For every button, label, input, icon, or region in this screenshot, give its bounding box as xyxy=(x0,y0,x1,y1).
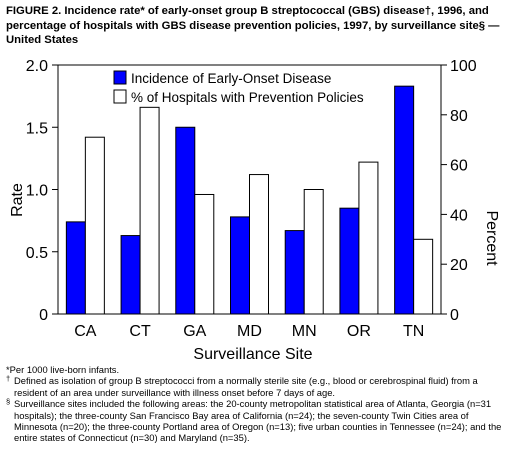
figure-title: FIGURE 2. Incidence rate* of early-onset… xyxy=(6,4,504,48)
y2-tick-label: 80 xyxy=(450,108,468,125)
x-tick-label: TN xyxy=(403,323,424,340)
y-axis-ticks: 0 0.5 1.0 1.5 2.0 xyxy=(26,58,58,324)
y-tick-label: 2.0 xyxy=(26,58,48,75)
bar-incidence-tn xyxy=(395,86,414,314)
legend: Incidence of Early-Onset Disease % of Hos… xyxy=(114,71,364,105)
y-axis-label: Rate xyxy=(9,183,26,217)
bars xyxy=(66,86,432,314)
y-tick-label: 0.5 xyxy=(26,245,48,262)
y2-tick-label: 60 xyxy=(450,158,468,175)
y-tick-label: 0 xyxy=(39,307,48,324)
bar-prevention-tn xyxy=(414,239,433,314)
x-tick-label: CA xyxy=(74,323,97,340)
footnote-gbs-definition: † Defined as isolation of group B strept… xyxy=(6,375,506,398)
footnote-text: *Per 1000 live-born infants. xyxy=(6,364,119,375)
y2-tick-label: 20 xyxy=(450,257,468,274)
y2-tick-label: 0 xyxy=(450,307,459,324)
x-tick-label: MN xyxy=(292,323,317,340)
y-tick-label: 1.5 xyxy=(26,120,48,137)
bar-prevention-ga xyxy=(195,194,214,314)
bar-incidence-or xyxy=(340,208,359,314)
bar-incidence-md xyxy=(231,217,250,314)
y2-axis-label: Percent xyxy=(483,210,500,266)
bar-prevention-ca xyxy=(85,137,104,314)
legend-swatch xyxy=(114,71,126,84)
x-tick-label: GA xyxy=(183,323,206,340)
x-tick-label: MD xyxy=(237,323,262,340)
x-tick-label: OR xyxy=(347,323,371,340)
bar-incidence-ct xyxy=(121,236,140,314)
x-tick-label: CT xyxy=(129,323,151,340)
footnote-text: Defined as isolation of group B streptoc… xyxy=(14,375,478,397)
footnotes: *Per 1000 live-born infants. † Defined a… xyxy=(6,364,506,444)
legend-label: Incidence of Early-Onset Disease xyxy=(131,71,331,86)
legend-label: % of Hospitals with Prevention Policies xyxy=(131,90,364,105)
y2-axis-ticks: 0 20 40 60 80 100 xyxy=(441,58,477,324)
footnote-per-1000: *Per 1000 live-born infants. xyxy=(6,364,506,375)
bar-incidence-ga xyxy=(176,127,195,314)
bar-incidence-ca xyxy=(66,222,85,314)
x-axis-label: Surveillance Site xyxy=(193,346,312,363)
y2-tick-label: 40 xyxy=(450,207,468,224)
footnote-mark: † xyxy=(6,373,10,384)
bar-prevention-or xyxy=(359,162,378,314)
footnote-mark: § xyxy=(6,396,10,407)
y2-tick-label: 100 xyxy=(450,58,477,75)
bar-prevention-md xyxy=(250,175,269,314)
bar-prevention-mn xyxy=(304,190,323,315)
footnote-text: Surveillance sites included the followin… xyxy=(14,398,501,443)
bar-incidence-mn xyxy=(285,231,304,314)
legend-swatch xyxy=(114,90,126,103)
x-axis-ticks: CA CT GA MD MN OR TN xyxy=(74,323,424,340)
bar-prevention-ct xyxy=(140,107,159,314)
footnote-surveillance-sites: § Surveillance sites included the follow… xyxy=(6,398,506,444)
y-tick-label: 1.0 xyxy=(26,183,48,200)
chart: 0 0.5 1.0 1.5 2.0 0 20 40 60 80 100 CA CT GA MD MN OR T… xyxy=(0,50,509,366)
